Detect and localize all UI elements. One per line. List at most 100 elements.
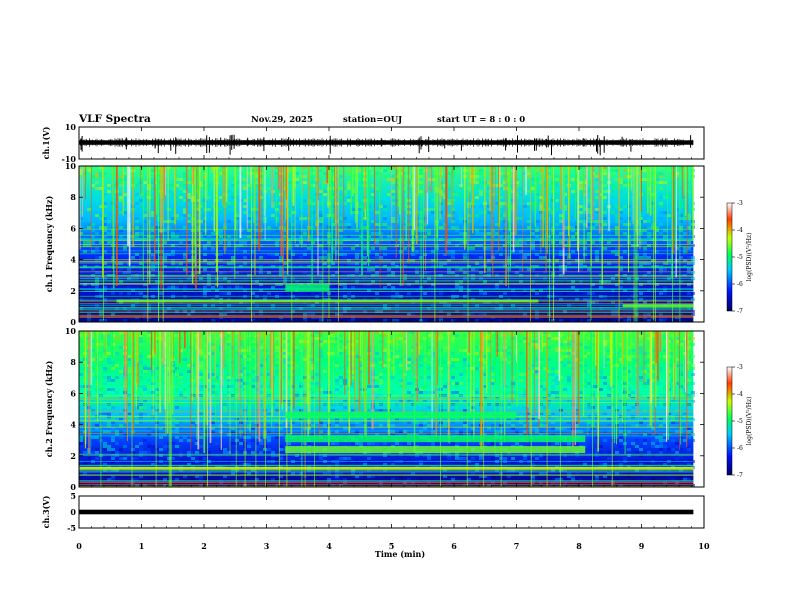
- spectrogram-cell: [395, 361, 399, 364]
- spectrogram-cell: [651, 211, 655, 214]
- spectrogram-cell: [139, 361, 143, 364]
- spectrogram-cell: [339, 217, 343, 220]
- spectrogram-cell: [251, 271, 255, 274]
- spectrogram-cell: [475, 313, 479, 316]
- spectrogram-cell: [427, 178, 431, 181]
- spectrogram-cell: [355, 418, 359, 421]
- spectrogram-cell: [79, 340, 83, 343]
- spectrogram-cell: [271, 286, 275, 289]
- spectrogram-cell: [599, 223, 603, 226]
- spectrogram-cell: [259, 289, 263, 292]
- header-date: Nov.29, 2025: [251, 115, 313, 125]
- spectrogram-cell: [207, 340, 211, 343]
- spectrogram-cell: [643, 211, 647, 214]
- spectrogram-cell: [135, 262, 139, 265]
- spectrogram-cell: [287, 442, 291, 445]
- spectrogram-cell: [343, 418, 347, 421]
- spectrogram-cell: [335, 418, 339, 421]
- spectrogram-cell: [659, 223, 663, 226]
- spectrogram-cell: [275, 457, 279, 460]
- spectrogram-cell: [103, 262, 107, 265]
- spectrogram-cell: [455, 244, 459, 247]
- spectrogram-cell: [87, 166, 91, 169]
- spectrogram-cell: [119, 292, 123, 295]
- spectrogram-cell: [479, 286, 483, 289]
- spectrogram-cell: [303, 175, 307, 178]
- spectrogram-cell: [311, 391, 315, 394]
- spectrogram-cell: [227, 367, 231, 370]
- spectrogram-cell: [575, 250, 579, 253]
- spectrogram-cell: [239, 409, 243, 412]
- spectrogram-cell: [403, 394, 407, 397]
- spectrogram-cell: [335, 343, 339, 346]
- spectrogram-cell: [531, 301, 535, 304]
- spectrogram-cell: [371, 475, 375, 478]
- spectrogram-cell: [235, 463, 239, 466]
- spectrogram-cell: [247, 391, 251, 394]
- spectrogram-cell: [147, 187, 151, 190]
- spectrogram-cell: [527, 211, 531, 214]
- spectrogram-cell: [207, 313, 211, 316]
- spectrogram-cell: [563, 262, 567, 265]
- spectrogram-cell: [323, 256, 327, 259]
- spectrogram-cell: [143, 271, 147, 274]
- colorbar-tick-label: -6: [737, 281, 743, 288]
- spectrogram-cell: [591, 298, 595, 301]
- spectrogram-cell: [259, 376, 263, 379]
- spectrogram-cell: [207, 331, 211, 334]
- spectrogram-cell: [243, 199, 247, 202]
- spectrogram-cell: [623, 196, 627, 199]
- spectrogram-cell: [87, 223, 91, 226]
- spectrogram-cell: [443, 334, 447, 337]
- spectrogram-cell: [347, 211, 351, 214]
- spectrogram-cell: [215, 337, 219, 340]
- spectrogram-cell: [231, 385, 235, 388]
- spectrogram-cell: [571, 319, 575, 322]
- header-station: station=OUJ: [343, 115, 402, 125]
- spectrogram-cell: [139, 355, 143, 358]
- spectrogram-cell: [199, 478, 203, 481]
- spectrogram-cell: [619, 211, 623, 214]
- spectrogram-cell: [447, 271, 451, 274]
- spectrogram-cell: [375, 385, 379, 388]
- spectrogram-cell: [191, 358, 195, 361]
- spectrogram-cell: [207, 337, 211, 340]
- spectrogram-cell: [447, 346, 451, 349]
- spectrogram-cell: [631, 298, 635, 301]
- spectrogram-cell: [155, 367, 159, 370]
- spectrogram-cell: [131, 478, 135, 481]
- spectrogram-cell: [159, 358, 163, 361]
- spectrogram-cell: [195, 211, 199, 214]
- spectrogram-cell: [575, 178, 579, 181]
- spectrogram-cell: [455, 286, 459, 289]
- spectrogram-cell: [435, 388, 439, 391]
- spectrogram-cell: [307, 250, 311, 253]
- spectrogram-cell: [503, 178, 507, 181]
- spectrogram-cell: [395, 289, 399, 292]
- spectrogram-cell: [99, 292, 103, 295]
- spectrogram-cell: [191, 346, 195, 349]
- spectrogram-cell: [135, 166, 139, 169]
- spectrogram-cell: [675, 259, 679, 262]
- spectrogram-cell: [207, 445, 211, 448]
- spectrogram-cell: [579, 211, 583, 214]
- spectrogram-cell: [251, 340, 255, 343]
- spectrogram-cell: [275, 253, 279, 256]
- spectrogram-cell: [415, 268, 419, 271]
- spectrogram-cell: [99, 217, 103, 220]
- spectrogram-cell: [563, 172, 567, 175]
- spectrogram-cell: [171, 424, 175, 427]
- spectrogram-cell: [687, 292, 691, 295]
- spectrogram-cell: [203, 199, 207, 202]
- spectrogram-cell: [447, 259, 451, 262]
- spectrogram-cell: [195, 451, 199, 454]
- spectrogram-cell: [239, 355, 243, 358]
- spectrogram-cell: [311, 379, 315, 382]
- spectrogram-cell: [243, 241, 247, 244]
- spectrogram-cell: [579, 187, 583, 190]
- spectrogram-cell: [103, 319, 107, 322]
- spectrogram-cell: [219, 262, 223, 265]
- spectrogram-cell: [183, 244, 187, 247]
- spectrogram-cell: [447, 367, 451, 370]
